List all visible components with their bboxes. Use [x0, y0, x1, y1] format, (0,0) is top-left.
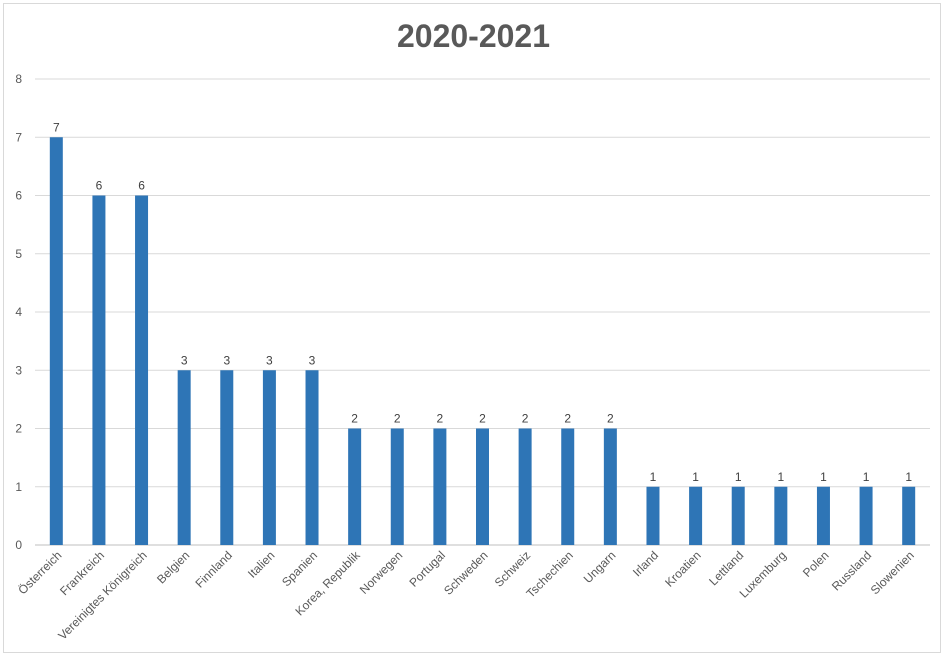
bar	[561, 428, 575, 545]
x-tick-label: Portugal	[406, 548, 448, 590]
bar	[92, 195, 106, 545]
bar	[177, 370, 191, 545]
y-tick-label: 7	[15, 130, 22, 144]
x-tick-label: Ungarn	[581, 548, 619, 586]
data-label: 2	[351, 412, 358, 426]
bar	[476, 428, 489, 545]
data-label: 6	[138, 179, 145, 193]
y-tick-label: 0	[15, 538, 22, 552]
bar	[433, 428, 447, 545]
x-tick-label: Italien	[245, 548, 278, 581]
data-label: 7	[53, 120, 60, 134]
x-tick-label: Slowenien	[868, 548, 917, 597]
x-tick-label: Lettland	[706, 548, 746, 588]
x-tick-label: Finnland	[192, 548, 234, 590]
x-tick-label: Luxemburg	[737, 548, 789, 600]
bar	[390, 428, 404, 545]
x-tick-label: Schweiz	[492, 548, 533, 589]
data-label: 1	[863, 470, 870, 484]
bar	[348, 428, 362, 545]
bar	[135, 195, 149, 545]
y-tick-label: 1	[15, 480, 22, 494]
x-tick-label: Schweden	[441, 548, 491, 598]
y-tick-label: 6	[15, 189, 22, 203]
bar	[49, 137, 63, 545]
bar	[774, 486, 788, 545]
data-label: 3	[223, 353, 230, 367]
data-label: 6	[96, 179, 103, 193]
y-tick-label: 2	[15, 422, 22, 436]
y-tick-label: 3	[15, 363, 22, 377]
data-label: 2	[437, 412, 444, 426]
data-label: 1	[777, 470, 784, 484]
bar	[518, 428, 532, 545]
y-tick-label: 5	[15, 247, 22, 261]
data-label: 1	[905, 470, 912, 484]
data-labels: 7 6 6 3 3 3 3 2 2 2 2 2 2 2 1 1 1 1 1 1 1	[53, 120, 912, 484]
bar	[816, 486, 830, 545]
data-label: 2	[607, 412, 614, 426]
bars	[49, 137, 916, 545]
x-tick-label: Kroatien	[662, 548, 704, 590]
x-tick-label: Polen	[800, 548, 832, 580]
x-tick-label: Belgien	[154, 548, 192, 586]
bar	[731, 486, 745, 545]
x-tick-label: Österreich	[15, 548, 64, 597]
bar	[689, 486, 703, 545]
y-axis-ticks: 0 1 2 3 4 5 6 7 8	[15, 72, 22, 552]
x-tick-label: Tschechien	[524, 548, 576, 600]
bar	[603, 428, 617, 545]
data-label: 2	[479, 412, 486, 426]
data-label: 1	[735, 470, 742, 484]
data-label: 2	[522, 412, 529, 426]
bar	[859, 486, 873, 545]
data-label: 2	[394, 412, 401, 426]
data-label: 3	[181, 353, 188, 367]
y-tick-label: 8	[15, 72, 22, 86]
x-tick-label: Norwegen	[357, 548, 406, 597]
data-label: 1	[650, 470, 657, 484]
data-label: 1	[692, 470, 699, 484]
data-label: 2	[564, 412, 571, 426]
bar	[220, 370, 234, 545]
bar	[646, 486, 660, 545]
bar	[262, 370, 276, 545]
data-label: 3	[266, 353, 273, 367]
x-tick-label: Irland	[630, 548, 661, 579]
bar	[902, 486, 916, 545]
data-label: 1	[820, 470, 827, 484]
x-tick-label: Spanien	[279, 548, 320, 589]
y-tick-label: 4	[15, 305, 22, 319]
chart-title: 2020-2021	[396, 18, 551, 54]
bar	[305, 370, 319, 545]
data-label: 3	[309, 353, 316, 367]
